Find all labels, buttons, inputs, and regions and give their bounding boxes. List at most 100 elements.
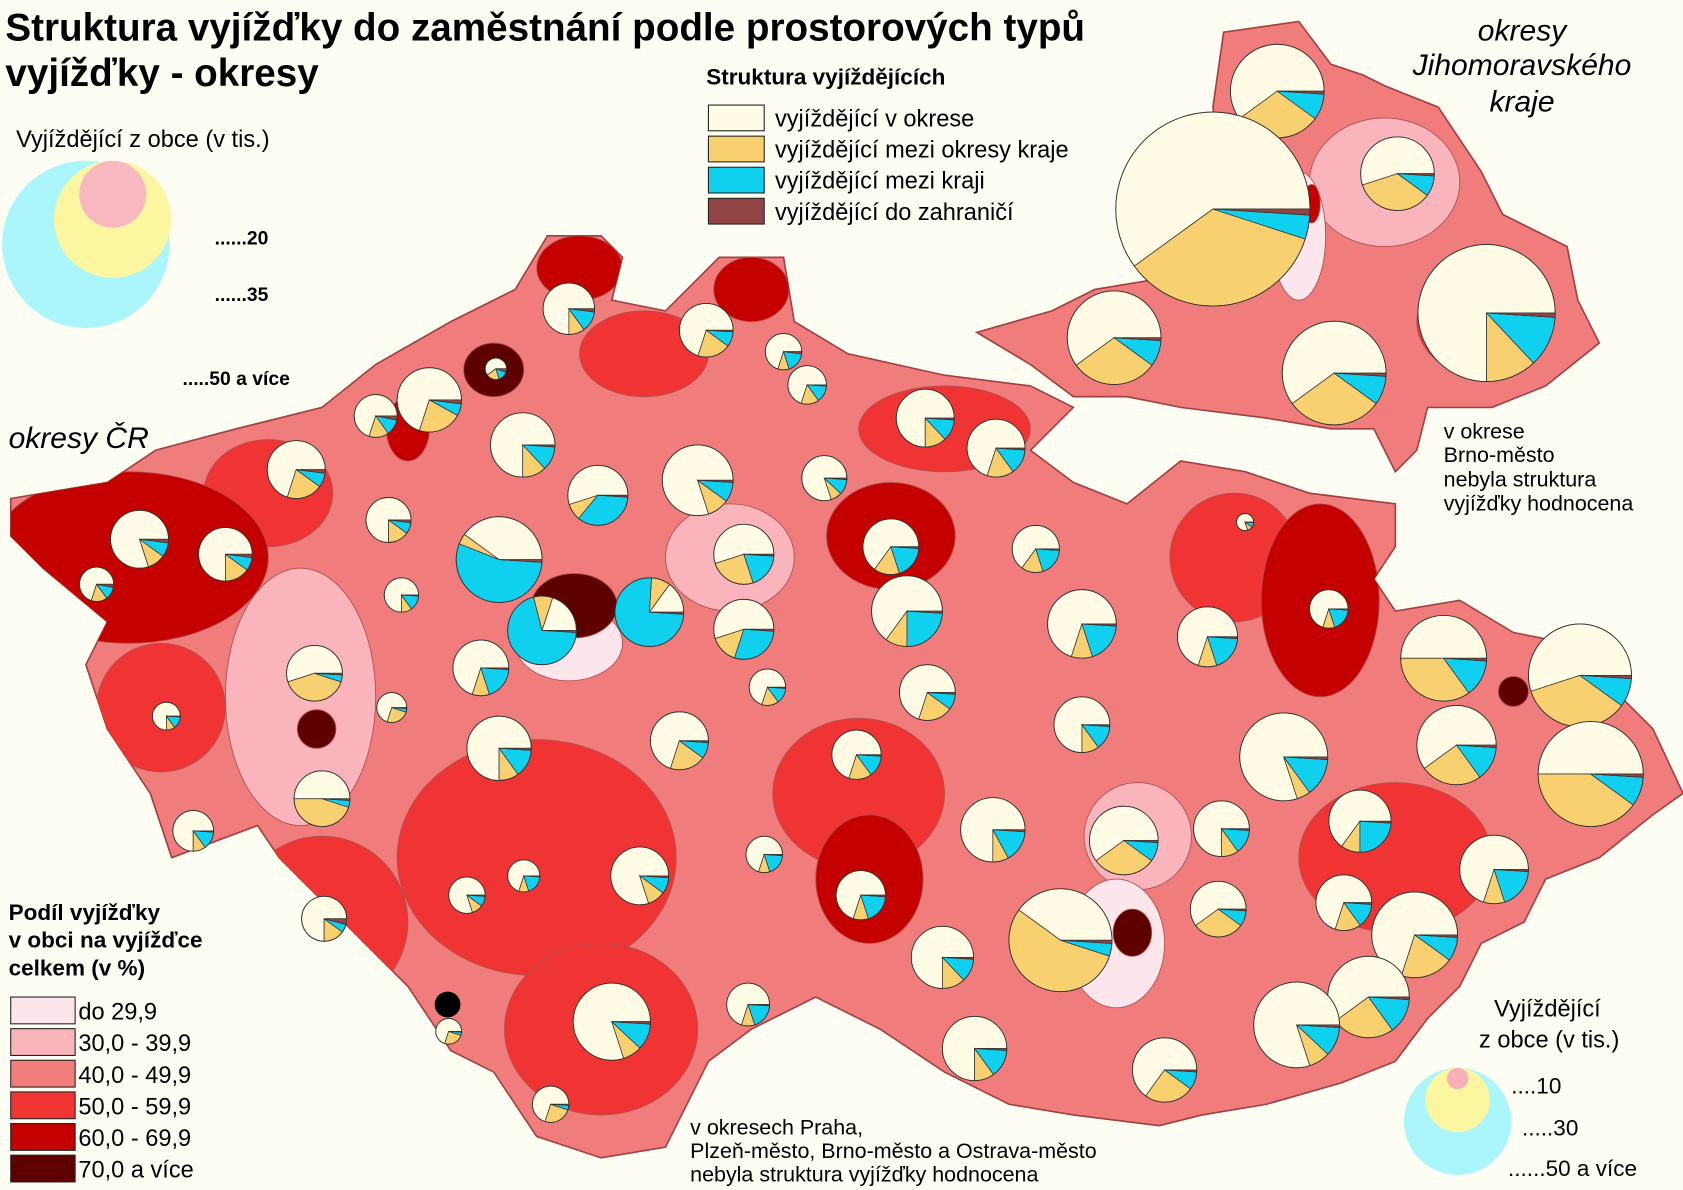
pie-outline — [899, 664, 956, 721]
pie-outline — [831, 729, 882, 780]
legend-label: 60,0 - 69,9 — [78, 1125, 191, 1151]
pie-outline — [713, 598, 775, 660]
pie-outline — [1236, 513, 1255, 532]
note-brno: Brno-město — [1444, 443, 1555, 467]
pie-outline — [1047, 589, 1117, 659]
size-legend-label: ......35 — [215, 285, 269, 306]
pie-outline — [448, 876, 486, 914]
pie-outline — [1400, 614, 1488, 702]
share-legend-title: Podíl vyjížďky — [9, 900, 161, 925]
pie-outline — [353, 394, 398, 438]
pie-outline — [531, 1085, 570, 1123]
pie-outline — [484, 357, 508, 380]
pie-outline — [1189, 880, 1247, 938]
legends: vyjíždějící v okrese vyjíždějící mezi okr… — [2, 104, 1637, 1183]
pie-outline — [542, 282, 596, 335]
pie-outline — [661, 444, 734, 517]
size-legend-label: .....30 — [1522, 1115, 1578, 1140]
size-legend-label: ......20 — [215, 228, 269, 249]
pie-outline — [1315, 874, 1373, 931]
legend-label: vyjíždějící mezi okresy kraje — [775, 137, 1069, 163]
title-line: Struktura vyjížďky do zaměstnání podle p… — [5, 7, 1085, 50]
legend-label: 40,0 - 49,9 — [78, 1062, 191, 1088]
pie-layer — [78, 43, 1644, 1123]
legend-label: do 29,9 — [78, 999, 157, 1025]
pie-outline — [151, 701, 181, 731]
legend-swatch — [10, 1122, 76, 1151]
pie-outline — [365, 497, 412, 543]
pie-outline — [745, 835, 783, 874]
district — [1497, 676, 1529, 707]
legend-label: 70,0 a více — [78, 1157, 193, 1183]
pie-outline — [110, 509, 169, 569]
pie-outline — [1253, 981, 1340, 1069]
pie-outline — [490, 412, 556, 478]
pie-outline — [966, 418, 1026, 478]
pie-outline — [941, 1015, 1008, 1082]
size-legend-circle — [79, 160, 147, 228]
pie-outline — [1360, 136, 1435, 211]
size-legend-title: Vyjíždějící — [1494, 995, 1601, 1021]
pie-outline — [466, 715, 532, 781]
pie-outline — [862, 518, 920, 576]
pie-outline — [1417, 244, 1556, 383]
pie-outline — [713, 523, 775, 585]
pie-outline — [910, 925, 974, 989]
pie-outline — [301, 895, 348, 942]
pie-outline — [610, 846, 670, 906]
pie-outline — [172, 810, 215, 852]
note-cr: v okresech Praha, — [690, 1115, 863, 1139]
structure-legend-title: Struktura vyjíždějících — [706, 65, 945, 90]
pie-outline — [1459, 834, 1529, 905]
pie-outline — [567, 464, 629, 526]
pie-outline — [960, 797, 1026, 863]
district — [713, 256, 790, 323]
share-legend-title: v obci na vyjížďce — [9, 928, 203, 953]
pie-outline — [1371, 891, 1459, 979]
legend-swatch — [707, 166, 765, 194]
pie-outline — [1089, 805, 1159, 876]
pie-outline — [507, 859, 541, 893]
pie-outline — [764, 332, 803, 371]
pie-outline — [1416, 704, 1497, 786]
note-brno: vyjížďky hodnocena — [1444, 491, 1634, 515]
legend-label: vyjíždějící do zahraničí — [775, 199, 1014, 225]
size-legend-title: z obce (v tis.) — [1479, 1026, 1619, 1052]
size-legend-label: ....10 — [1511, 1074, 1561, 1099]
pie-outline — [455, 516, 543, 603]
pie-outline — [266, 440, 326, 499]
pie-outline — [452, 639, 510, 697]
pie-outline — [1131, 1037, 1198, 1103]
pie-outline — [376, 692, 408, 724]
pie-outline — [198, 527, 253, 582]
pie-outline — [1328, 789, 1392, 853]
pie-outline — [787, 365, 827, 405]
pie-outline — [1309, 589, 1349, 629]
legend-swatch — [707, 135, 765, 163]
pie-outline — [748, 668, 787, 706]
marker — [434, 991, 461, 1018]
legend-swatch — [707, 104, 765, 132]
legend-label: 30,0 - 39,9 — [78, 1030, 191, 1056]
district — [1112, 908, 1153, 957]
pie-outline — [1115, 111, 1311, 307]
share-legend-title: celkem (v %) — [9, 956, 146, 981]
legend-label: vyjíždějící mezi kraji — [775, 168, 985, 194]
map-label: okresy ČR — [9, 421, 149, 455]
pie-outline — [1066, 290, 1162, 385]
pie-outline — [1537, 721, 1644, 827]
legend-swatch — [10, 1059, 76, 1088]
note-cr: Plzeň-město, Brno-město a Ostrava-město — [690, 1139, 1097, 1163]
pie-outline — [507, 595, 577, 666]
size-legend-label: ......50 a více — [1508, 1156, 1637, 1181]
size-legend-label: .....50 a více — [182, 369, 290, 390]
pie-outline — [1239, 712, 1329, 802]
size-legend-title: Vyjíždějící z obce (v tis.) — [16, 126, 269, 152]
legend-label: 50,0 - 59,9 — [78, 1093, 191, 1119]
pie-outline — [572, 982, 651, 1061]
inset-label: Jihomoravského — [1412, 49, 1632, 82]
note-brno: v okrese — [1444, 419, 1525, 443]
pie-outline — [1281, 320, 1387, 426]
pie-outline — [835, 870, 886, 921]
